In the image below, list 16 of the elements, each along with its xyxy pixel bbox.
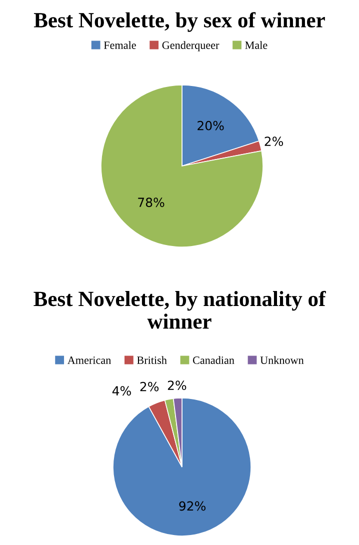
data-label: 2% bbox=[264, 136, 284, 146]
legend-label: British bbox=[137, 356, 167, 364]
legend-label: Male bbox=[245, 41, 268, 49]
data-label: 2% bbox=[140, 382, 159, 392]
legend-label: Canadian bbox=[192, 356, 234, 364]
data-label: 78% bbox=[138, 198, 164, 208]
data-label: 4% bbox=[112, 386, 131, 396]
legend-label: Genderqueer bbox=[162, 41, 220, 52]
legend-label: American bbox=[67, 356, 111, 364]
data-label: 92% bbox=[179, 501, 206, 511]
legend-label: Unknown bbox=[260, 356, 304, 364]
legend-label: Female bbox=[104, 41, 136, 49]
chart-title: Best Novelette, by nationality of winner bbox=[34, 290, 326, 329]
chart-title: Best Novelette, by sex of winner bbox=[34, 12, 325, 32]
data-label: 2% bbox=[168, 380, 186, 390]
data-label: 20% bbox=[198, 120, 224, 130]
